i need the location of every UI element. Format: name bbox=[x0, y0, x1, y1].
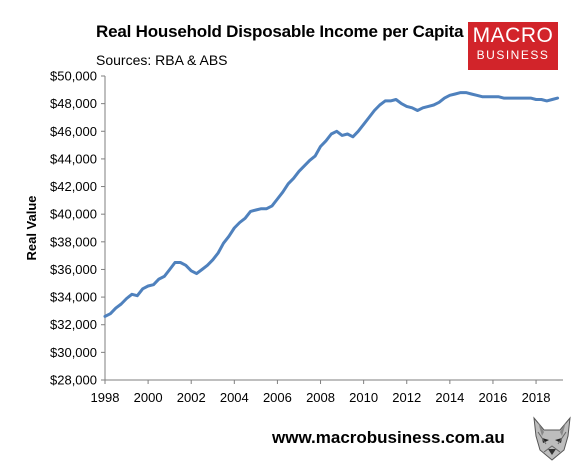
x-tick-label: 2008 bbox=[306, 390, 335, 405]
wolf-head-icon bbox=[533, 416, 571, 461]
y-tick-label: $40,000 bbox=[50, 207, 97, 222]
y-tick-label: $50,000 bbox=[50, 69, 97, 84]
x-tick-label: 2010 bbox=[349, 390, 378, 405]
x-tick-label: 2014 bbox=[435, 390, 464, 405]
y-tick-label: $34,000 bbox=[50, 290, 97, 305]
line-chart: $28,000 $30,000 $32,000 $34,000 $36,000 $38,0… bbox=[24, 69, 563, 405]
y-tick-label: $30,000 bbox=[50, 345, 97, 360]
y-tick-label: $46,000 bbox=[50, 124, 97, 139]
y-tick-label: $42,000 bbox=[50, 179, 97, 194]
x-tick-label: 2012 bbox=[392, 390, 421, 405]
y-tick-label: $36,000 bbox=[50, 262, 97, 277]
y-axis-title: Real Value bbox=[24, 195, 39, 260]
y-tick-label: $38,000 bbox=[50, 234, 97, 249]
chart-title: Real Household Disposable Income per Cap… bbox=[96, 22, 464, 41]
x-tick-label: 2006 bbox=[263, 390, 292, 405]
series-line bbox=[103, 91, 560, 318]
logo-line-1: MACRO bbox=[472, 24, 554, 47]
y-tick-label: $48,000 bbox=[50, 96, 97, 111]
macrobusiness-logo: MACRO BUSINESS bbox=[468, 22, 558, 70]
logo-line-2: BUSINESS bbox=[476, 48, 550, 62]
y-tick-label: $28,000 bbox=[50, 373, 97, 388]
x-tick-label: 1998 bbox=[91, 390, 120, 405]
x-tick-label: 2004 bbox=[220, 390, 249, 405]
y-tick-label: $44,000 bbox=[50, 151, 97, 166]
x-tick-label: 2002 bbox=[177, 390, 206, 405]
y-tick-label: $32,000 bbox=[50, 317, 97, 332]
footer-url: www.macrobusiness.com.au bbox=[272, 428, 505, 447]
x-tick-label: 2000 bbox=[134, 390, 163, 405]
chart-subtitle: Sources: RBA & ABS bbox=[96, 52, 228, 68]
x-tick-label: 2018 bbox=[522, 390, 551, 405]
x-tick-label: 2016 bbox=[478, 390, 507, 405]
